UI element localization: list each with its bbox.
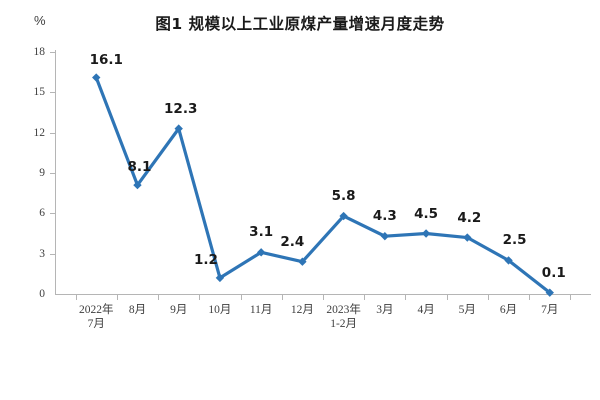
x-axis-tick-mark — [116, 295, 118, 300]
x-axis-category-label: 12月 — [290, 304, 314, 316]
data-point-marker — [380, 231, 390, 241]
x-axis-tick-mark — [323, 295, 324, 300]
x-axis-line — [55, 294, 591, 295]
x-axis-tick-mark — [446, 295, 448, 300]
data-point-marker — [92, 73, 101, 82]
x-axis-tick-mark — [364, 295, 366, 300]
data-point-label: 4.3 — [372, 208, 397, 225]
data-point-marker — [421, 229, 431, 238]
y-axis-unit-label: % — [34, 13, 46, 28]
y-axis-tick-label: 0 — [39, 288, 45, 300]
data-point-marker — [463, 233, 472, 242]
y-axis-line — [55, 50, 56, 295]
data-point-label: 2.5 — [502, 232, 527, 249]
x-axis-category-label: 4月 — [417, 304, 435, 316]
y-axis-tick-label: 3 — [39, 247, 45, 260]
y-axis-tick-label: 9 — [39, 167, 45, 179]
data-point-marker — [174, 124, 183, 133]
x-axis-category-label: 5月 — [458, 304, 476, 316]
y-axis-tick-mark — [50, 213, 55, 215]
series-markers — [92, 73, 554, 297]
x-axis-category-label: 2022年 7月 — [78, 304, 114, 330]
data-point-marker — [339, 211, 348, 221]
data-point-label: 4.5 — [414, 205, 439, 222]
data-point-marker — [545, 288, 554, 297]
x-axis-category-label: 2023年 1-2月 — [326, 304, 361, 330]
x-axis-category-label: 10月 — [208, 304, 232, 316]
data-point-marker — [215, 273, 225, 283]
data-point-label: 8.1 — [127, 159, 152, 176]
chart-title: 图1 规模以上工业原煤产量增速月度走势 — [155, 15, 445, 33]
x-axis-category-label: 8月 — [128, 304, 147, 316]
y-axis-tick-label: 15 — [33, 86, 46, 99]
data-point-marker — [256, 248, 266, 257]
data-point-label: 3.1 — [249, 224, 274, 241]
x-axis-category-label: 3月 — [376, 304, 394, 316]
y-axis-tick-mark — [50, 173, 55, 174]
data-point-label: 0.1 — [541, 264, 566, 281]
x-axis-tick-mark — [281, 295, 283, 300]
x-axis-tick-mark — [240, 295, 242, 300]
x-axis-tick-mark — [75, 295, 77, 300]
data-point-marker — [504, 256, 513, 265]
data-point-label: 5.8 — [331, 188, 356, 205]
y-axis-tick-label: 18 — [33, 46, 46, 58]
data-point-label: 2.4 — [280, 233, 305, 250]
x-axis-tick-mark — [529, 295, 531, 300]
y-axis-tick-mark — [50, 52, 55, 53]
x-axis-tick-mark — [199, 295, 201, 300]
y-axis-tick-mark — [50, 132, 55, 134]
x-axis-tick-mark — [487, 295, 489, 300]
data-point-label: 12.3 — [164, 100, 198, 117]
x-axis-tick-mark — [158, 295, 160, 300]
data-point-label: 16.1 — [89, 51, 123, 68]
x-axis-category-label: 11月 — [249, 304, 273, 316]
y-axis-tick-label: 6 — [39, 207, 45, 220]
data-point-marker — [133, 180, 142, 190]
y-axis-tick-mark — [50, 92, 55, 94]
x-axis-category-label: 7月 — [541, 304, 559, 316]
data-point-label: 4.2 — [457, 209, 482, 226]
x-axis-tick-mark — [570, 295, 572, 300]
data-point-marker — [298, 257, 307, 266]
data-point-label: 1.2 — [193, 251, 218, 268]
x-axis-tick-mark — [405, 295, 407, 300]
y-axis-tick-label: 12 — [33, 126, 46, 139]
x-axis-category-label: 9月 — [170, 304, 188, 316]
y-axis-tick-mark — [50, 253, 55, 255]
x-axis-category-label: 6月 — [499, 304, 518, 316]
